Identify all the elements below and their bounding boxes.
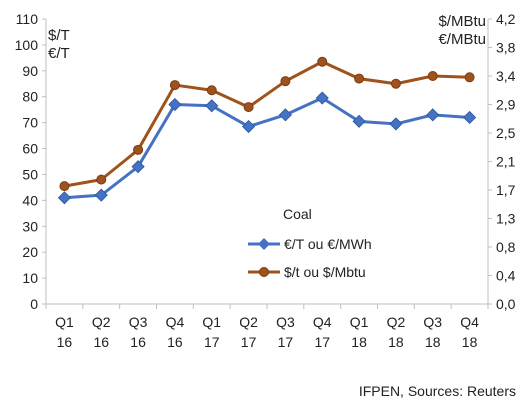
right-axis-ticks: 0,0 0,4 0,8 1,3 1,7 2,1 2,5 2,9 3,4 3,8 4,2 [488,11,516,312]
right-tick-label: 2,5 [496,125,516,141]
x-tick-label-year: 16 [167,334,183,350]
legend: Coal €/T ou €/MWh $/t ou $/Mbtu [248,206,372,280]
right-tick-label: 2,9 [496,97,516,113]
left-tick-label: 90 [22,63,38,79]
x-tick-label-year: 17 [204,334,220,350]
left-tick-label: 20 [22,244,38,260]
left-tick-label: 30 [22,218,38,234]
data-point-usd [464,72,475,83]
x-tick-label-quarter: Q3 [423,314,442,330]
x-tick-label-quarter: Q1 [55,314,74,330]
right-tick-label: 3,4 [496,68,516,84]
legend-label-usd: $/t ou $/Mbtu [284,264,366,280]
series-line-usd [64,60,470,188]
series-line-eur [64,96,470,200]
x-tick-label-quarter: Q4 [460,314,479,330]
data-point-usd [96,174,107,185]
x-tick-label-year: 17 [314,334,330,350]
x-tick-label-quarter: Q1 [350,314,369,330]
data-point-usd [390,78,401,89]
data-point-usd [133,144,144,155]
x-tick-label-year: 16 [93,334,109,350]
x-tick-label-year: 18 [425,334,441,350]
x-tick-label-year: 18 [462,334,478,350]
right-unit-label-usd: $/MBtu [438,13,486,30]
data-point-usd [280,76,291,87]
x-tick-label-quarter: Q1 [202,314,221,330]
data-point-eur [463,110,477,125]
x-tick-label-year: 18 [388,334,404,350]
data-point-usd [59,181,70,192]
x-tick-label-year: 17 [241,334,257,350]
data-point-eur [278,108,292,122]
right-tick-label: 0,0 [496,296,516,312]
right-tick-label: 1,7 [496,182,516,198]
x-tick-label-quarter: Q3 [129,314,148,330]
data-point-eur [131,160,145,174]
left-tick-label: 60 [22,141,38,157]
left-axis-ticks: 0 10 20 30 40 50 60 70 80 90 100 110 [15,11,46,312]
data-point-eur [352,114,366,128]
data-point-eur [205,99,219,113]
data-point-eur [389,117,403,131]
legend-label-eur: €/T ou €/MWh [284,236,372,252]
x-tick-label-quarter: Q2 [387,314,406,330]
data-point-eur [57,191,71,205]
data-point-usd [169,80,180,91]
left-tick-label: 10 [22,270,38,286]
right-tick-label: 2,1 [496,154,516,170]
data-point-usd [427,71,438,81]
left-tick-label: 70 [22,115,38,131]
left-tick-label: 0 [30,296,38,312]
data-point-usd [317,56,328,67]
right-tick-label: 4,2 [496,11,516,27]
x-tick-label-year: 16 [130,334,146,350]
right-unit-label-eur: €/MBtu [438,31,486,48]
x-tick-label-year: 18 [351,334,367,350]
x-tick-label-year: 17 [278,334,294,350]
data-point-eur [94,188,108,202]
data-point-usd [354,73,365,84]
series-layer [57,56,477,205]
x-tick-label-year: 16 [57,334,73,350]
x-tick-label-quarter: Q4 [166,314,185,330]
left-tick-label: 100 [15,37,39,53]
x-tick-label-quarter: Q3 [276,314,295,330]
data-point-usd [206,85,217,96]
data-point-eur [426,108,440,122]
right-tick-label: 0,8 [496,239,516,255]
data-point-eur [315,91,329,105]
legend-marker-eur [258,238,270,250]
x-axis-ticks: Q1 16 Q2 16 Q3 16 Q4 16 Q1 17 Q2 17 Q3 17 Q4 17 Q1 18 Q2 18… [45,304,489,350]
x-tick-label-quarter: Q2 [92,314,111,330]
x-tick-label-quarter: Q2 [239,314,258,330]
right-tick-label: 3,8 [496,40,516,56]
source-note: IFPEN, Sources: Reuters [358,383,516,399]
x-tick-label-quarter: Q4 [313,314,332,330]
data-point-eur [168,97,182,112]
legend-marker-usd [259,267,269,277]
left-tick-label: 80 [22,89,38,105]
left-tick-label: 50 [22,166,38,182]
legend-title: Coal [283,206,312,222]
left-tick-label: 40 [22,192,38,208]
left-unit-label-eur: €/T [48,45,70,62]
data-point-usd [243,102,254,113]
data-point-eur [242,119,256,134]
right-tick-label: 0,4 [496,268,516,284]
left-unit-label-usd: $/T [48,27,70,44]
right-tick-label: 1,3 [496,211,516,227]
left-tick-label: 110 [16,11,39,27]
